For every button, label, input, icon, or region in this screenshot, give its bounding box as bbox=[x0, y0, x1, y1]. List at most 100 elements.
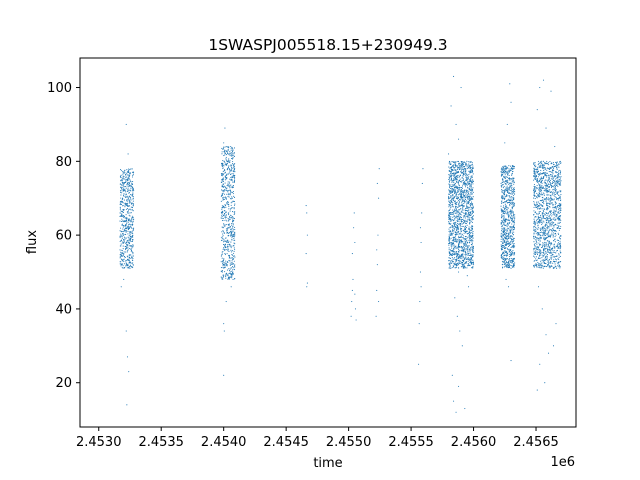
data-point bbox=[539, 195, 541, 197]
data-point bbox=[232, 224, 234, 226]
data-point bbox=[226, 230, 228, 232]
data-point bbox=[129, 189, 131, 191]
data-point bbox=[465, 207, 467, 210]
data-point bbox=[463, 199, 466, 201]
data-point bbox=[123, 193, 125, 195]
data-point bbox=[129, 267, 131, 269]
data-point bbox=[506, 235, 508, 237]
data-point bbox=[126, 182, 129, 184]
data-point bbox=[553, 250, 555, 252]
data-point bbox=[232, 193, 234, 195]
data-point bbox=[128, 200, 130, 202]
data-point bbox=[533, 165, 536, 167]
data-point bbox=[537, 261, 539, 264]
data-point bbox=[464, 227, 466, 229]
data-point bbox=[548, 194, 550, 196]
data-point bbox=[305, 253, 307, 255]
data-point bbox=[460, 194, 462, 196]
data-point bbox=[534, 247, 536, 249]
data-point bbox=[546, 190, 548, 192]
data-point bbox=[508, 183, 510, 185]
data-point bbox=[536, 243, 538, 245]
data-point bbox=[230, 249, 232, 251]
data-point bbox=[503, 190, 506, 192]
data-point bbox=[506, 166, 508, 168]
data-point bbox=[452, 251, 454, 253]
data-point bbox=[559, 216, 561, 218]
data-point bbox=[509, 196, 511, 198]
data-point bbox=[471, 181, 474, 183]
data-point bbox=[229, 160, 231, 162]
data-point bbox=[542, 256, 544, 258]
data-point bbox=[512, 228, 514, 231]
data-point bbox=[234, 178, 236, 180]
data-point bbox=[465, 226, 467, 229]
data-point bbox=[500, 245, 502, 247]
data-point bbox=[458, 199, 460, 202]
data-point bbox=[448, 267, 451, 269]
data-point bbox=[470, 262, 472, 264]
data-point bbox=[455, 256, 458, 258]
data-point bbox=[132, 181, 134, 183]
data-point bbox=[533, 225, 535, 228]
data-point bbox=[224, 265, 226, 267]
data-point bbox=[123, 242, 125, 244]
data-point bbox=[470, 185, 472, 187]
data-point bbox=[505, 212, 507, 214]
data-point bbox=[132, 172, 134, 174]
data-point bbox=[455, 208, 457, 210]
data-point bbox=[125, 194, 127, 196]
data-point bbox=[537, 218, 539, 221]
data-point bbox=[559, 197, 561, 199]
data-point bbox=[513, 257, 515, 260]
data-point bbox=[125, 230, 127, 232]
data-point bbox=[127, 177, 129, 179]
data-point bbox=[559, 267, 561, 269]
data-point bbox=[559, 160, 561, 162]
data-point bbox=[228, 257, 230, 259]
data-point bbox=[544, 230, 546, 233]
data-point bbox=[507, 262, 509, 264]
data-point bbox=[473, 264, 475, 266]
data-point bbox=[559, 208, 561, 210]
data-point bbox=[126, 267, 128, 269]
data-point bbox=[465, 217, 467, 219]
data-point bbox=[231, 146, 233, 148]
data-point bbox=[556, 161, 558, 163]
data-point bbox=[454, 264, 456, 266]
data-point bbox=[500, 254, 503, 256]
data-point bbox=[545, 212, 547, 214]
data-point bbox=[558, 218, 560, 220]
data-point bbox=[555, 216, 557, 218]
data-point bbox=[461, 191, 463, 193]
data-point bbox=[459, 188, 461, 190]
data-point bbox=[221, 207, 223, 209]
data-point bbox=[222, 190, 224, 192]
data-point bbox=[132, 210, 134, 212]
data-point bbox=[503, 266, 505, 268]
data-point bbox=[539, 210, 541, 213]
data-point bbox=[463, 189, 465, 191]
data-point bbox=[555, 175, 557, 177]
data-point bbox=[538, 232, 540, 234]
data-point bbox=[471, 255, 473, 257]
data-point bbox=[222, 170, 224, 173]
data-point bbox=[460, 210, 462, 212]
data-point bbox=[127, 230, 129, 232]
data-point bbox=[468, 164, 470, 166]
data-point bbox=[449, 261, 451, 263]
data-point bbox=[508, 264, 511, 266]
data-point bbox=[459, 191, 461, 193]
data-point bbox=[552, 262, 554, 264]
data-point bbox=[451, 259, 453, 261]
data-point bbox=[510, 199, 512, 201]
data-point bbox=[131, 182, 133, 185]
data-point bbox=[228, 254, 231, 257]
data-point bbox=[225, 237, 227, 239]
data-point bbox=[505, 229, 507, 231]
data-point bbox=[221, 270, 223, 272]
data-point bbox=[131, 251, 133, 253]
data-point bbox=[454, 208, 456, 210]
data-point bbox=[535, 204, 537, 206]
data-point bbox=[233, 260, 235, 262]
